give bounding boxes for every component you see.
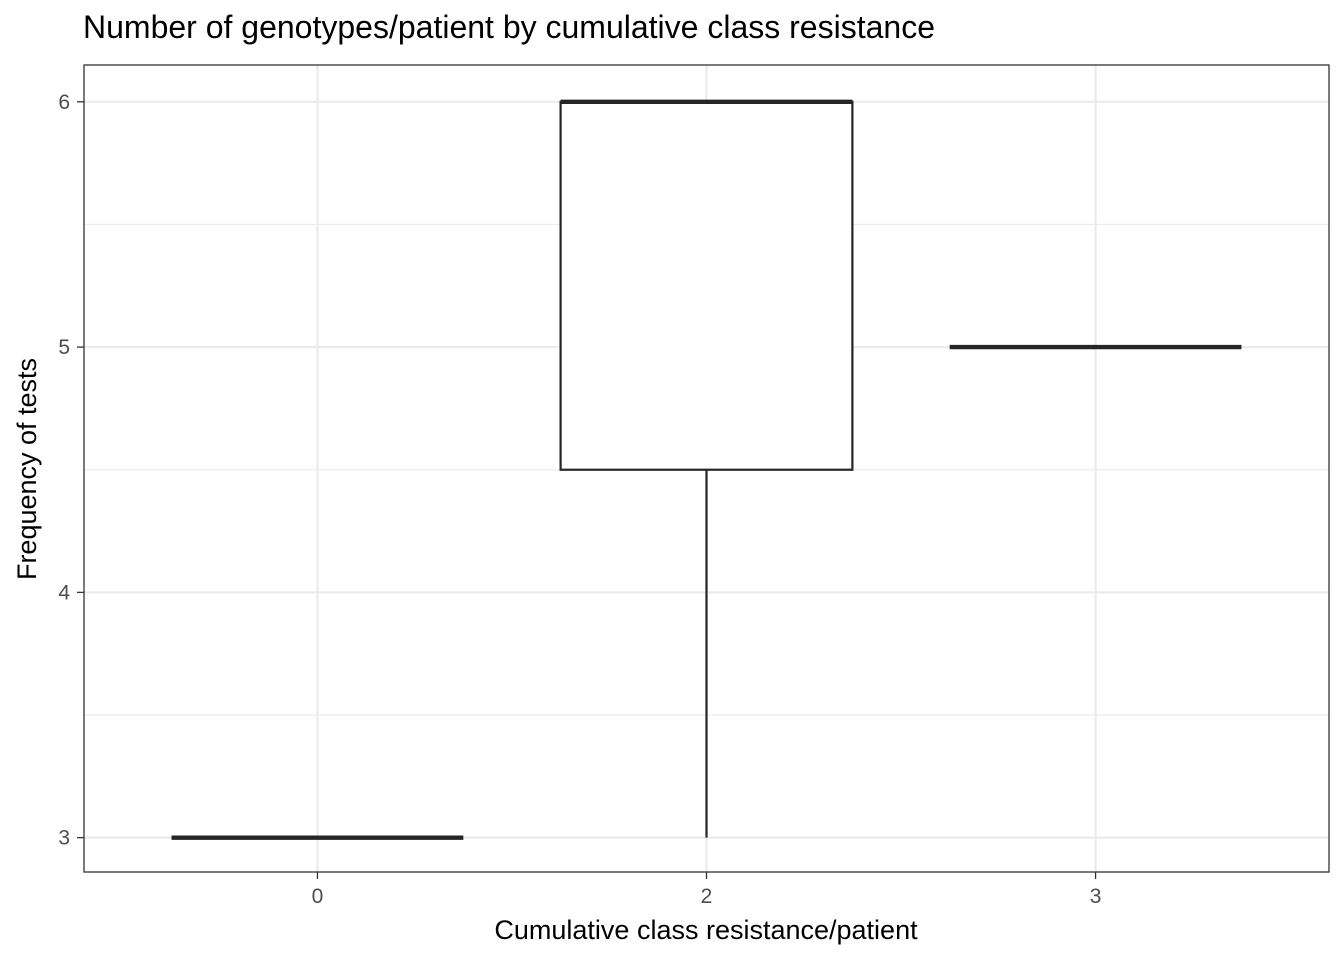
x-axis-title: Cumulative class resistance/patient xyxy=(494,915,918,945)
x-tick-label: 0 xyxy=(312,885,324,908)
x-tick-label: 2 xyxy=(701,885,713,908)
box-2 xyxy=(559,99,854,838)
y-tick-label: 6 xyxy=(58,91,70,114)
chart-title: Number of genotypes/patient by cumulativ… xyxy=(83,9,935,45)
box-rect xyxy=(559,100,854,471)
x-tick-label: 3 xyxy=(1090,885,1102,908)
y-tick-label: 3 xyxy=(58,827,70,850)
y-axis-title: Frequency of tests xyxy=(12,358,42,580)
y-tick-label: 4 xyxy=(58,581,70,604)
axis-ticks: 3 4 5 6 0 2 3 xyxy=(58,91,1101,908)
box-plots xyxy=(171,99,1242,840)
y-tick-label: 5 xyxy=(58,336,70,359)
